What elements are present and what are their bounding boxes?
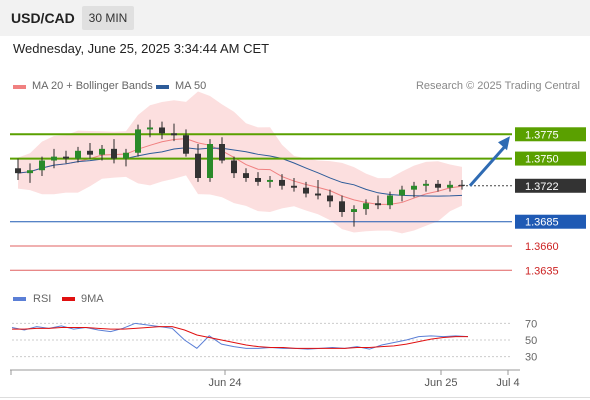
timeframe-button[interactable]: 30 MIN [82,6,134,30]
candle-body [63,156,69,159]
candle-body [387,195,393,206]
level-tag-1.3685 [515,214,586,229]
x-axis-label: Jun 25 [424,377,457,389]
ma20-legend: MA 20 + Bollinger Bands [32,80,153,92]
ma50-swatch [156,85,169,89]
candle-body [231,160,237,174]
candle-body [207,144,213,178]
candle-body [447,184,453,188]
candle-body [183,135,189,154]
candle-body [303,187,309,194]
candle-body [75,150,81,159]
header-bar: USD/CAD 30 MIN [0,0,590,36]
candle-body [363,203,369,210]
candle-body [171,133,177,136]
level-label-1.3660: 1.3660 [525,241,559,253]
ma9-legend: 9MA [81,293,104,305]
bottom-divider [0,397,590,398]
candle-body [135,129,141,153]
candle-body [15,168,21,174]
projection-arrowhead [498,136,510,151]
candle-body [351,209,357,212]
level-label-1.3635: 1.3635 [525,265,559,277]
candle-body [279,179,285,186]
level-label-1.3685: 1.3685 [525,217,559,229]
candle-body [315,193,321,196]
candle-body [375,203,381,206]
pair-title: USD/CAD [11,10,75,26]
rsi-axis-label-70: 70 [525,318,537,330]
projection-arrow [468,144,508,187]
candle-body [339,201,345,212]
candle-body [459,184,465,186]
candle-body [435,183,441,188]
ma50-legend: MA 50 [175,80,207,92]
x-axis-label: Jul 4 [496,377,519,389]
rsi-legend: RSI [33,293,52,305]
candle-body [123,152,129,159]
candle-body [291,185,297,188]
ma9-line [12,326,468,349]
research-credit: Research © 2025 Trading Central [415,80,580,92]
candle-body [327,195,333,202]
candle-body [255,178,261,182]
candle-body [87,150,93,155]
candle-body [111,148,117,159]
rsi-swatch [13,297,26,301]
candle-body [27,170,33,174]
ma50-line [17,147,463,197]
candle-body [39,160,45,171]
candle-body [423,183,429,186]
candle-body [147,127,153,130]
level-label-1.3722: 1.3722 [525,181,559,193]
level-tag-1.3775 [515,127,586,142]
candle-body [243,173,249,178]
ma20-swatch [13,85,26,89]
level-tag-1.3750 [515,151,586,166]
ma9-swatch [62,297,75,301]
level-tag-1.3722 [515,178,586,193]
rsi-axis-label-30: 30 [525,352,537,364]
candle-body [411,185,417,190]
candle-body [159,127,165,134]
candle-body [51,156,57,161]
candle-body [399,189,405,196]
rsi-axis-label-50: 50 [525,335,537,347]
bollinger-band [18,91,462,234]
level-label-1.3750: 1.3750 [525,154,559,166]
level-label-1.3775: 1.3775 [525,129,559,141]
x-axis-label: Jun 24 [208,377,241,389]
candle-body [219,144,225,161]
datetime-label: Wednesday, June 25, 2025 3:34:44 AM CET [13,41,270,56]
candle-body [99,148,105,155]
candle-body [267,179,273,182]
candle-body [195,153,201,178]
